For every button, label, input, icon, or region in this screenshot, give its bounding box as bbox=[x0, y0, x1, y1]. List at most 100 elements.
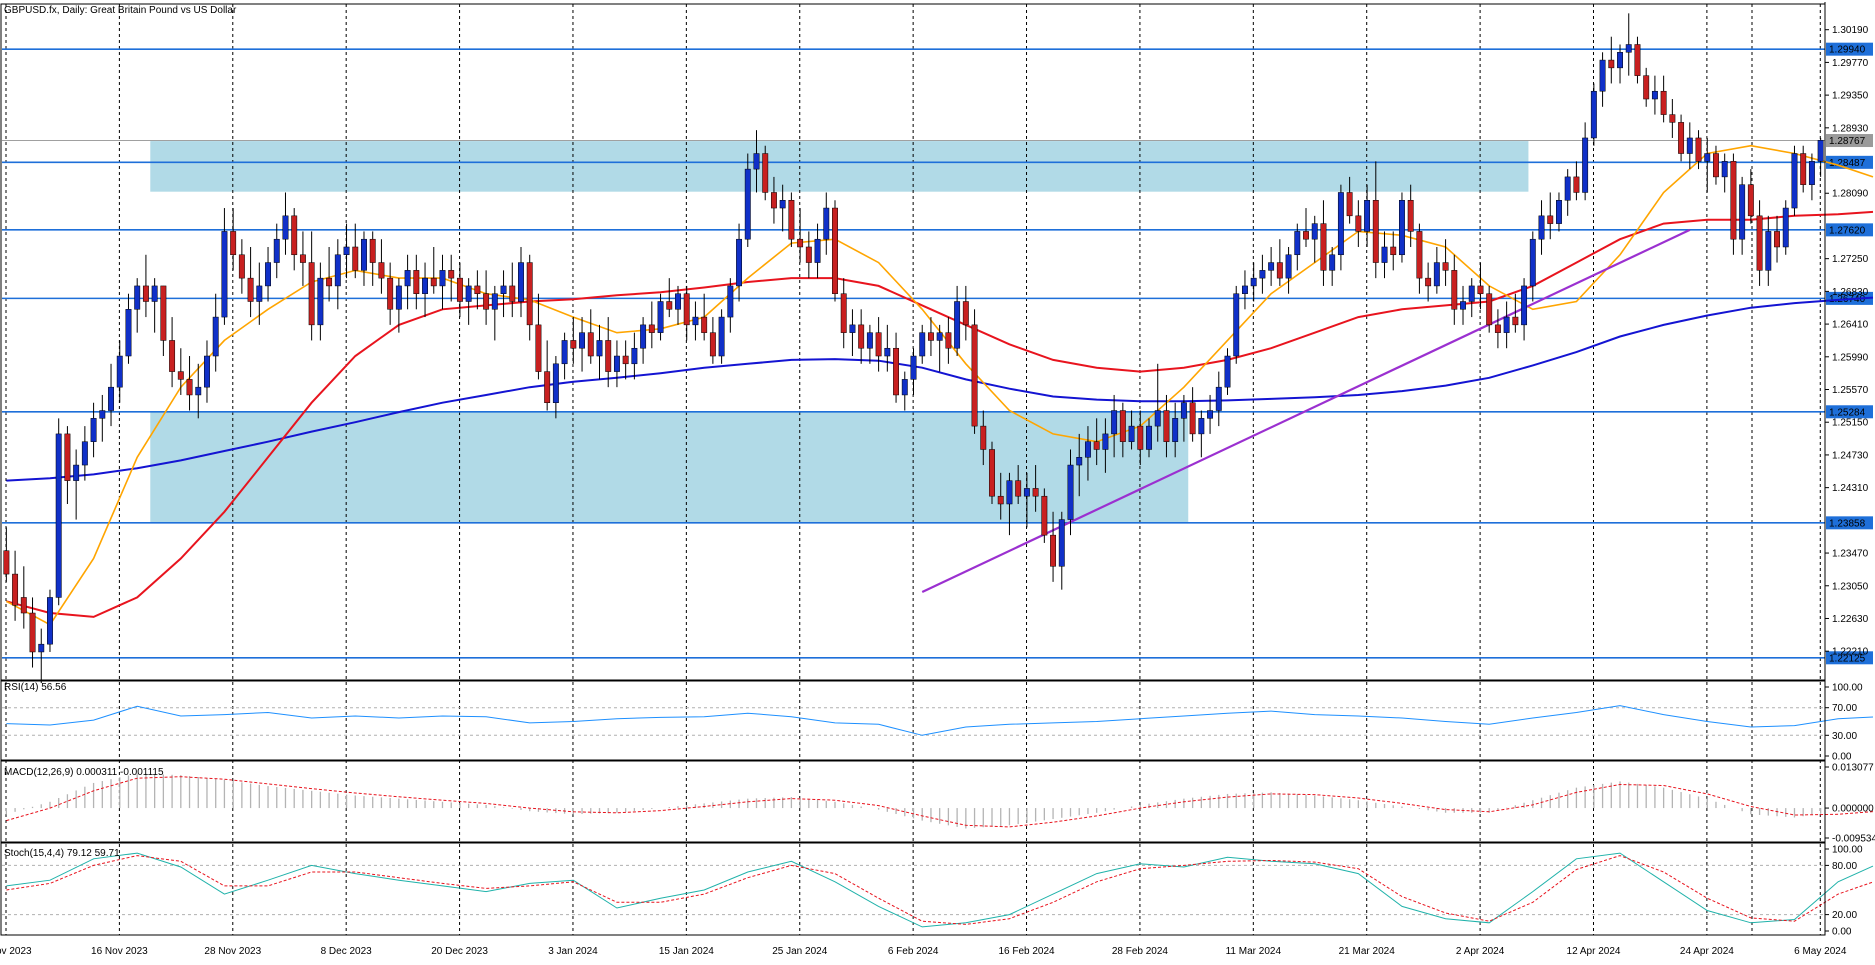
candle-body bbox=[1556, 200, 1562, 224]
y-tick-label: 1.30190 bbox=[1832, 25, 1869, 36]
candle-body bbox=[544, 371, 551, 403]
candle-body bbox=[1067, 464, 1074, 520]
x-tick-label: 6 Nov 2023 bbox=[0, 946, 32, 957]
zone-0 bbox=[150, 141, 1529, 192]
x-tick-label: 11 Mar 2024 bbox=[1226, 946, 1282, 957]
x-tick-label: 16 Nov 2023 bbox=[91, 946, 148, 957]
zones-layer bbox=[150, 141, 1529, 523]
candle-body bbox=[1111, 410, 1118, 435]
candle-body bbox=[474, 285, 481, 294]
y-tick-label: 100.00 bbox=[1832, 845, 1863, 856]
x-tick-label: 3 Jan 2024 bbox=[548, 946, 598, 957]
y-tick-label: 70.00 bbox=[1832, 703, 1857, 714]
level-label: 1.27620 bbox=[1829, 225, 1866, 236]
level-label: 1.25284 bbox=[1829, 407, 1866, 418]
candle-body bbox=[195, 386, 202, 396]
candle-body bbox=[1791, 153, 1798, 209]
candle-body bbox=[404, 270, 411, 287]
candle-body bbox=[1660, 90, 1667, 115]
grid-layer bbox=[5, 4, 1821, 935]
candle-body bbox=[788, 200, 795, 240]
candle-body bbox=[927, 332, 934, 341]
candle-body bbox=[1538, 215, 1545, 240]
candle-body bbox=[1704, 153, 1711, 162]
candle-body bbox=[3, 550, 10, 575]
candle-body bbox=[38, 643, 45, 653]
candle-body bbox=[125, 309, 132, 357]
x-tick-label: 12 Apr 2024 bbox=[1567, 946, 1621, 957]
candle-body bbox=[1137, 425, 1144, 450]
candle-body bbox=[1451, 270, 1458, 310]
candle-body bbox=[12, 573, 19, 606]
y-tick-label: 1.25570 bbox=[1832, 385, 1869, 396]
candle-body bbox=[1808, 161, 1815, 185]
candle-body bbox=[1721, 161, 1728, 178]
rsi-line bbox=[6, 705, 1874, 736]
y-tick-label: 1.23050 bbox=[1832, 581, 1869, 592]
y-tick-label: 1.25150 bbox=[1832, 418, 1869, 429]
candle-body bbox=[186, 379, 193, 396]
candle-body bbox=[1695, 137, 1702, 162]
candle-body bbox=[439, 270, 446, 287]
candle-body bbox=[1582, 137, 1589, 193]
candle-body bbox=[683, 293, 690, 326]
candle-body bbox=[1564, 176, 1571, 201]
candle-body bbox=[1634, 44, 1641, 76]
candles-layer bbox=[3, 13, 1824, 684]
candle-body bbox=[352, 246, 359, 271]
candle-body bbox=[709, 332, 716, 357]
candle-body bbox=[1617, 52, 1623, 69]
candle-body bbox=[108, 386, 114, 411]
candle-body bbox=[308, 262, 315, 326]
candle-body bbox=[1669, 114, 1676, 123]
level-label-box bbox=[1826, 223, 1873, 237]
rsi-title: RSI(14) 56.56 bbox=[4, 682, 67, 693]
candle-body bbox=[997, 495, 1004, 505]
candle-body bbox=[989, 449, 995, 497]
candle-body bbox=[142, 285, 149, 302]
x-tick-label: 2 Apr 2024 bbox=[1456, 946, 1505, 957]
y-tick-label: 1.23470 bbox=[1832, 549, 1869, 560]
candle-body bbox=[247, 277, 254, 302]
candle-body bbox=[1643, 75, 1650, 100]
candle-body bbox=[526, 262, 533, 326]
x-tick-label: 16 Feb 2024 bbox=[998, 946, 1055, 957]
candle-body bbox=[535, 324, 542, 372]
candle-body bbox=[1547, 215, 1554, 224]
candle-body bbox=[1032, 488, 1039, 497]
candle-body bbox=[518, 262, 524, 302]
candle-body bbox=[1128, 425, 1135, 442]
x-tick-label: 6 May 2024 bbox=[1794, 946, 1847, 957]
candle-body bbox=[256, 285, 263, 302]
level-label: 1.22125 bbox=[1829, 653, 1866, 664]
candle-body bbox=[1381, 246, 1388, 263]
candle-body bbox=[169, 340, 176, 372]
candle-body bbox=[422, 277, 428, 294]
x-tick-label: 15 Jan 2024 bbox=[659, 946, 714, 957]
candle-body bbox=[448, 270, 455, 279]
candle-body bbox=[1494, 324, 1501, 333]
candle-body bbox=[657, 301, 664, 333]
candle-body bbox=[840, 293, 847, 333]
candle-body bbox=[204, 355, 210, 388]
candle-body bbox=[151, 285, 158, 302]
candle-body bbox=[605, 340, 612, 372]
candle-body bbox=[753, 153, 760, 170]
x-tick-label: 28 Nov 2023 bbox=[204, 946, 261, 957]
candle-body bbox=[596, 340, 603, 357]
candle-body bbox=[936, 332, 943, 341]
candle-body bbox=[849, 324, 856, 333]
candle-body bbox=[1817, 140, 1824, 162]
candle-body bbox=[1590, 90, 1597, 139]
frame-layer bbox=[0, 2, 1826, 936]
candle-body bbox=[1782, 207, 1789, 248]
y-tick-label: 1.24310 bbox=[1832, 483, 1869, 494]
candle-body bbox=[343, 246, 350, 256]
candle-body bbox=[1006, 480, 1013, 505]
candle-body bbox=[1686, 137, 1693, 154]
candle-body bbox=[378, 262, 385, 279]
candle-body bbox=[1146, 425, 1152, 450]
candle-body bbox=[770, 192, 777, 209]
candle-body bbox=[273, 238, 280, 263]
